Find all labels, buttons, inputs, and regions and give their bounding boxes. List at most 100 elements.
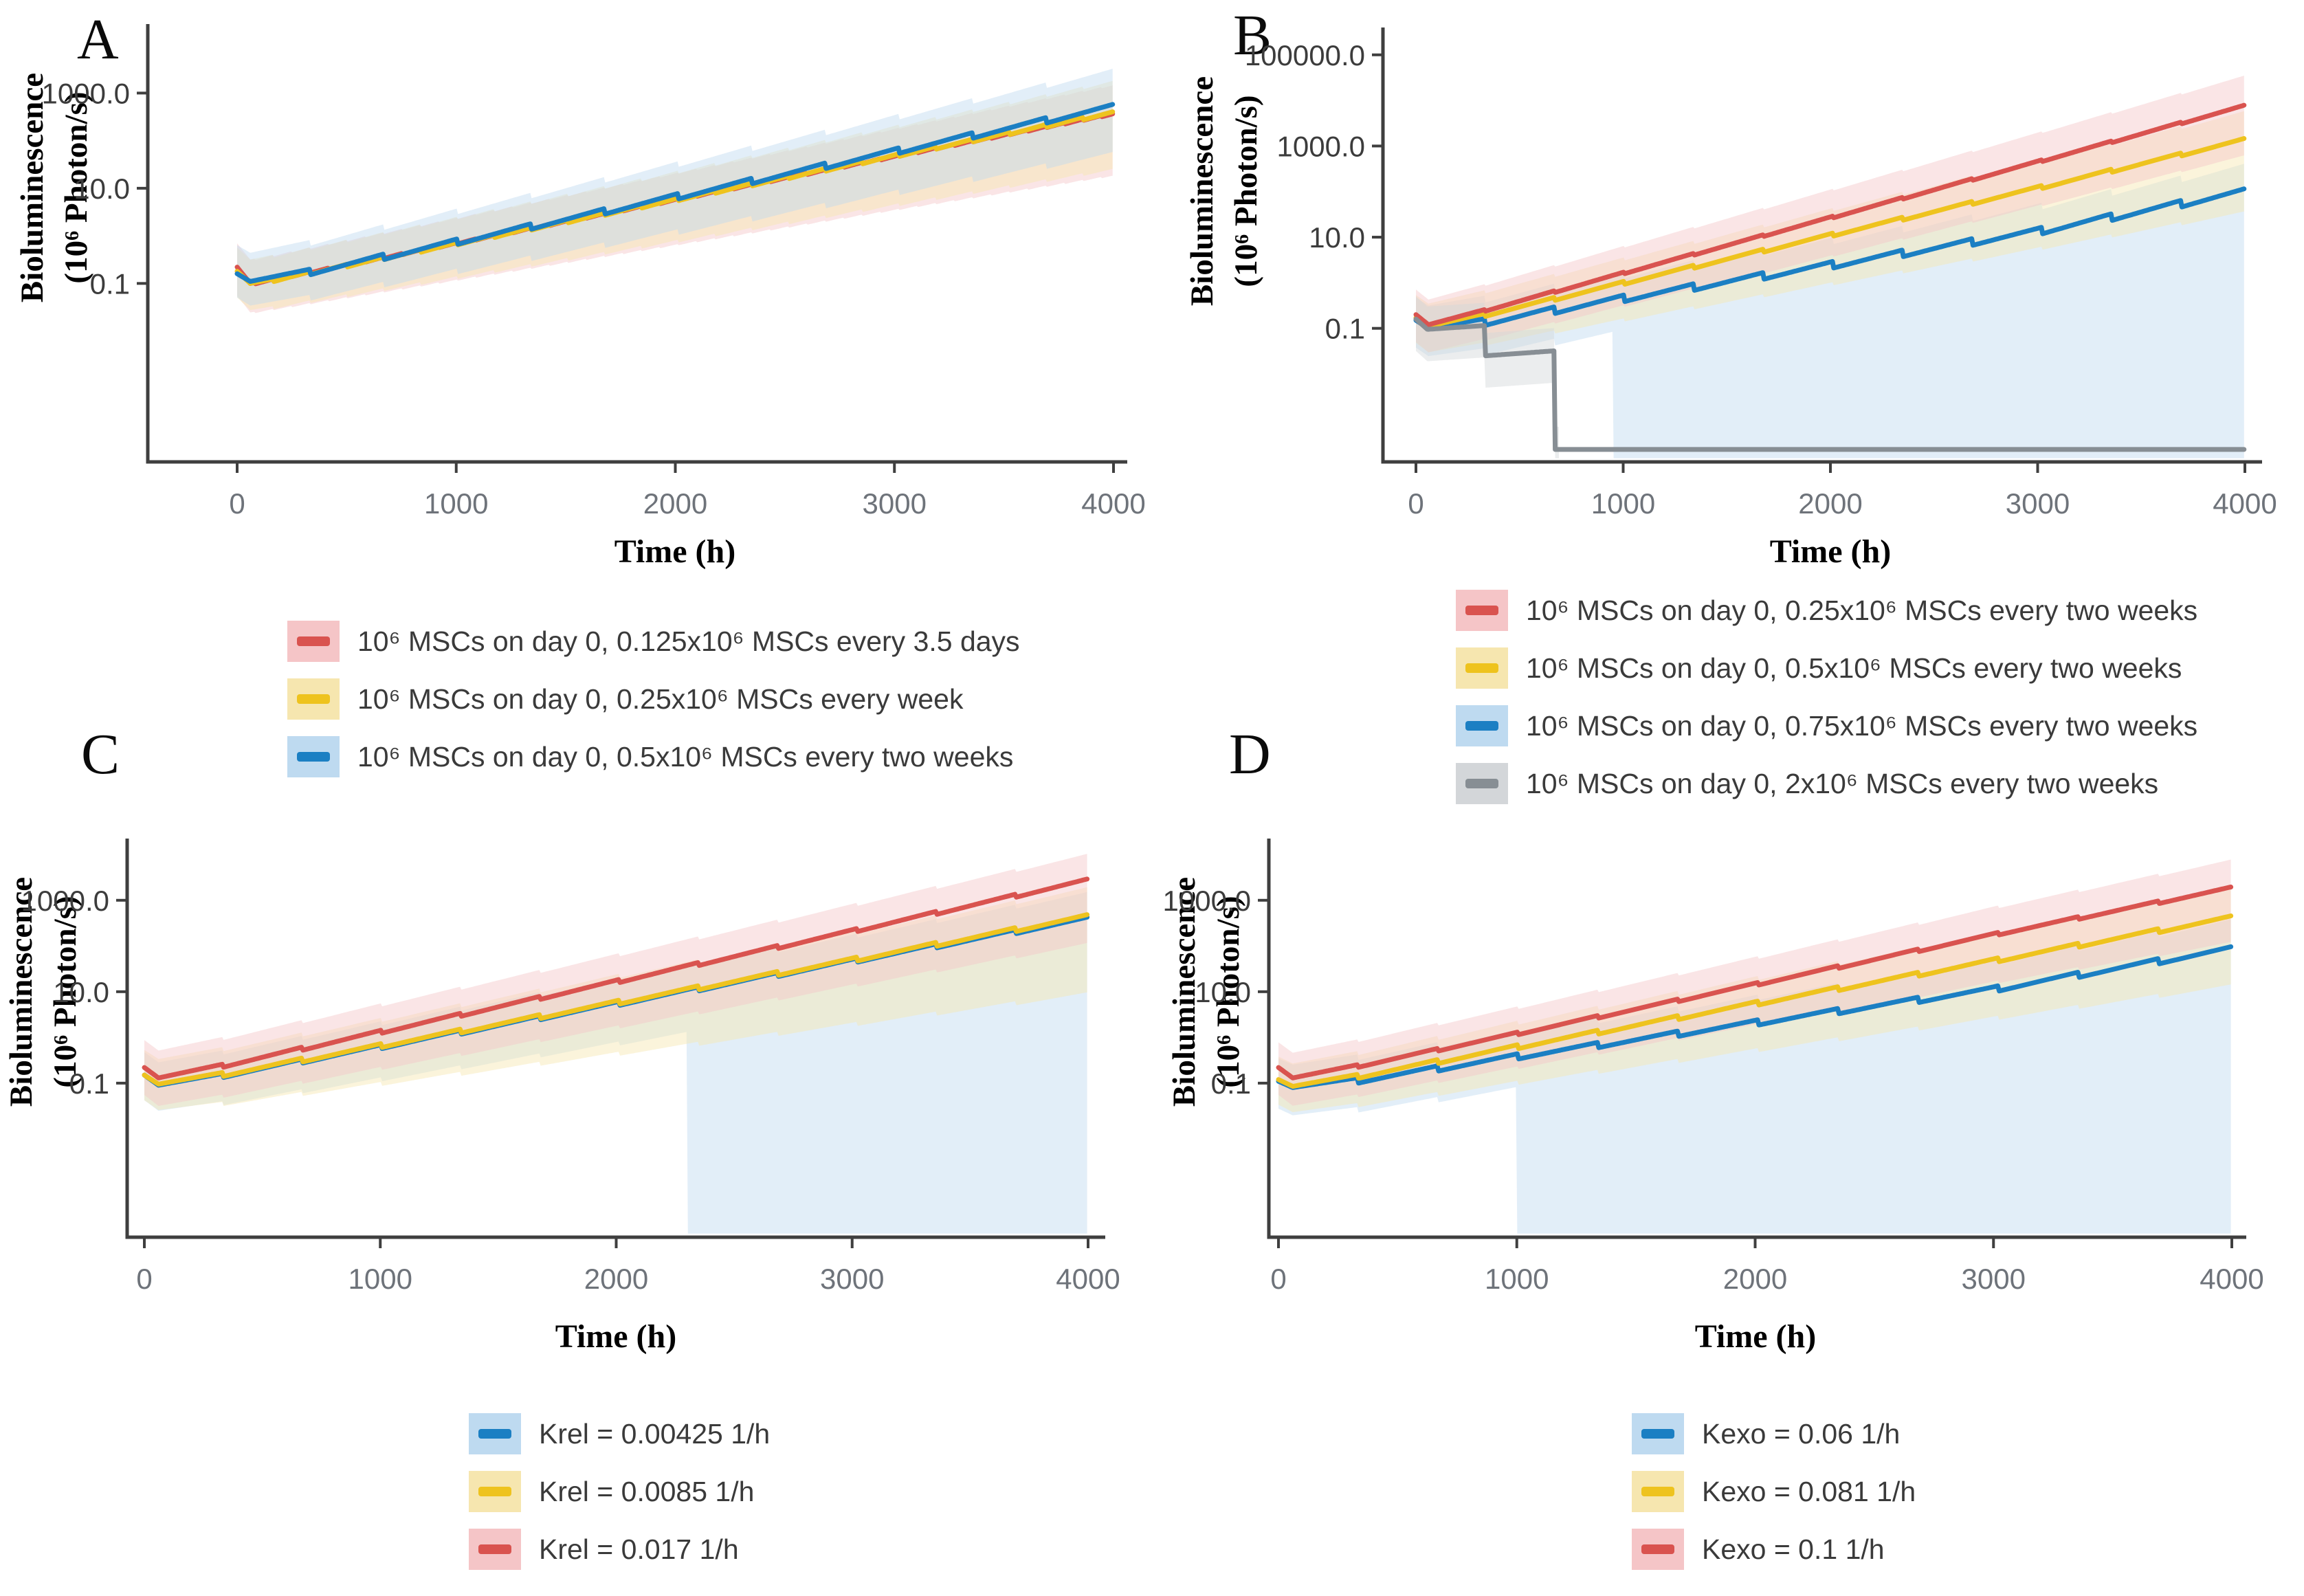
legend-item: 10⁶ MSCs on day 0, 0.5x10⁶ MSCs every tw…	[1456, 647, 2197, 689]
legend-line-icon	[478, 1544, 511, 1554]
y-tick-label: 0.1	[90, 267, 130, 300]
panel-c-plot-area: 0 1000 2000 3000 4000 1000.0 10.0 0.1	[21, 839, 1120, 1295]
x-tick-label: 3000	[1962, 1263, 2026, 1295]
panel-d-chart: Bioluminescence (10⁶ Photon/s) 0 1000 2000…	[1163, 839, 2264, 1355]
confidence-band	[144, 891, 1087, 1234]
legend-swatch-icon	[1456, 647, 1508, 689]
panel-a-ylabel-line1: Bioluminescence	[14, 73, 50, 302]
confidence-band	[237, 69, 1113, 306]
panel-c-ylabel-line2: (10⁶ Photon/s)	[47, 896, 83, 1087]
x-tick-label: 3000	[820, 1263, 884, 1295]
legend-swatch-icon	[1632, 1413, 1684, 1454]
legend-swatch-icon	[1456, 590, 1508, 631]
series-line	[1413, 136, 2247, 329]
panel-b-legend: 10⁶ MSCs on day 0, 0.25x10⁶ MSCs every t…	[1456, 590, 2197, 821]
legend-item: Kexo = 0.081 1/h	[1632, 1471, 1916, 1512]
panel-d-plot-area: 0 1000 2000 3000 4000 1000.0 10.0 0.1	[1163, 839, 2264, 1295]
legend-swatch-icon	[1456, 763, 1508, 804]
x-tick-label: 4000	[1081, 487, 1145, 520]
legend-item: 10⁶ MSCs on day 0, 0.75x10⁶ MSCs every t…	[1456, 705, 2197, 746]
y-tick-label: 10.0	[1195, 976, 1251, 1008]
series-line	[1413, 102, 2247, 327]
panel-a-plot-area: 0 1000 2000 3000 4000 1000.0 10.0 0.1	[42, 24, 1146, 520]
legend-label: 10⁶ MSCs on day 0, 2x10⁶ MSCs every two …	[1526, 767, 2159, 799]
legend-label: 10⁶ MSCs on day 0, 0.5x10⁶ MSCs every tw…	[1526, 652, 2182, 684]
x-tick-label: 4000	[2213, 487, 2277, 520]
y-tick-label: 1000.0	[1277, 130, 1365, 162]
panel-b-ylabel-line2: (10⁶ Photon/s)	[1228, 95, 1264, 287]
legend-label: 10⁶ MSCs on day 0, 0.5x10⁶ MSCs every tw…	[357, 740, 1014, 773]
panel-b-xlabel: Time (h)	[1770, 533, 1891, 570]
y-tick-label: 0.1	[1325, 313, 1365, 345]
panel-d-xlabel: Time (h)	[1695, 1318, 1816, 1355]
legend-line-icon	[1641, 1544, 1674, 1554]
axis-lines	[1381, 27, 2262, 464]
legend-swatch-icon	[1632, 1471, 1684, 1512]
axis-lines	[146, 24, 1127, 464]
panel-a-chart: Bioluminescence (10⁶ Photon/s) 0 1000 2000…	[14, 24, 1146, 570]
legend-line-icon	[1641, 1429, 1674, 1439]
legend-item: Krel = 0.0085 1/h	[469, 1471, 770, 1512]
legend-swatch-icon	[469, 1471, 521, 1512]
x-tick-label: 1000	[1485, 1263, 1549, 1295]
x-tick-label: 4000	[2200, 1263, 2263, 1295]
y-tick-label: 0.1	[69, 1067, 109, 1100]
legend-label: Krel = 0.017 1/h	[539, 1533, 739, 1565]
legend-label: Kexo = 0.1 1/h	[1702, 1533, 1885, 1565]
axis-lines	[125, 839, 1105, 1239]
legend-label: Krel = 0.0085 1/h	[539, 1475, 755, 1507]
x-tick-label: 1000	[424, 487, 488, 520]
legend-label: 10⁶ MSCs on day 0, 0.75x10⁶ MSCs every t…	[1526, 709, 2198, 742]
confidence-band	[1416, 164, 2244, 458]
x-tick-label: 2000	[1723, 1263, 1787, 1295]
axis-lines	[1267, 839, 2246, 1239]
panel-label-d: D	[1229, 722, 1271, 786]
panel-label-b: B	[1233, 3, 1272, 67]
panel-d-legend: Kexo = 0.06 1/h Kexo = 0.081 1/h Kexo = 0.…	[1632, 1413, 1916, 1586]
x-tick-label: 3000	[2006, 487, 2070, 520]
panel-d-ylabel-line1: Bioluminescence	[1166, 877, 1202, 1107]
legend-line-icon	[478, 1429, 511, 1439]
y-tick-label: 10.0	[74, 173, 130, 205]
panel-label-c: C	[81, 722, 120, 786]
panel-a-ylabel-line2: (10⁶ Photon/s)	[58, 91, 94, 283]
y-tick-label: 1000.0	[1163, 885, 1251, 917]
panel-c-xlabel: Time (h)	[555, 1318, 676, 1355]
legend-line-icon	[297, 636, 330, 646]
series-line	[1413, 316, 2247, 452]
legend-line-icon	[1465, 721, 1498, 731]
confidence-band	[1416, 296, 1559, 458]
panel-a-xlabel: Time (h)	[614, 533, 735, 570]
panel-b-plot-area: 0 1000 2000 3000 4000 100000.0 1000.0 10.0 0.1	[1245, 27, 2277, 520]
series-line	[234, 102, 1116, 284]
y-tick-label: 10.0	[1309, 221, 1365, 254]
legend-swatch-icon	[287, 678, 340, 720]
panel-d-ylabel-line2: (10⁶ Photon/s)	[1210, 896, 1246, 1087]
x-tick-label: 2000	[1798, 487, 1862, 520]
legend-swatch-icon	[1456, 705, 1508, 746]
legend-label: 10⁶ MSCs on day 0, 0.25x10⁶ MSCs every t…	[1526, 594, 2198, 626]
y-tick-label: 100000.0	[1245, 39, 1365, 71]
legend-item: 10⁶ MSCs on day 0, 0.25x10⁶ MSCs every t…	[1456, 590, 2197, 631]
legend-label: Kexo = 0.081 1/h	[1702, 1475, 1916, 1507]
x-tick-label: 1000	[348, 1263, 412, 1295]
panel-label-a: A	[77, 8, 119, 71]
legend-item: Krel = 0.00425 1/h	[469, 1413, 770, 1454]
legend-item: Kexo = 0.06 1/h	[1632, 1413, 1916, 1454]
y-tick-label: 1000.0	[42, 77, 130, 109]
legend-line-icon	[297, 694, 330, 704]
legend-item: 10⁶ MSCs on day 0, 0.25x10⁶ MSCs every w…	[287, 678, 1020, 720]
x-tick-label: 2000	[643, 487, 707, 520]
legend-item: 10⁶ MSCs on day 0, 0.125x10⁶ MSCs every …	[287, 621, 1020, 662]
legend-label: Kexo = 0.06 1/h	[1702, 1417, 1901, 1450]
series-line	[142, 912, 1090, 1087]
panel-b-ylabel-line1: Bioluminescence	[1184, 76, 1220, 306]
legend-item: 10⁶ MSCs on day 0, 2x10⁶ MSCs every two …	[1456, 763, 2197, 804]
panel-c-chart: Bioluminescence (10⁶ Photon/s) 0 1000 2000…	[3, 839, 1120, 1355]
series-line	[1276, 944, 2234, 1090]
legend-swatch-icon	[1632, 1529, 1684, 1570]
x-tick-label: 0	[229, 487, 245, 520]
x-tick-label: 0	[1270, 1263, 1286, 1295]
legend-swatch-icon	[287, 736, 340, 777]
x-tick-label: 0	[1408, 487, 1424, 520]
